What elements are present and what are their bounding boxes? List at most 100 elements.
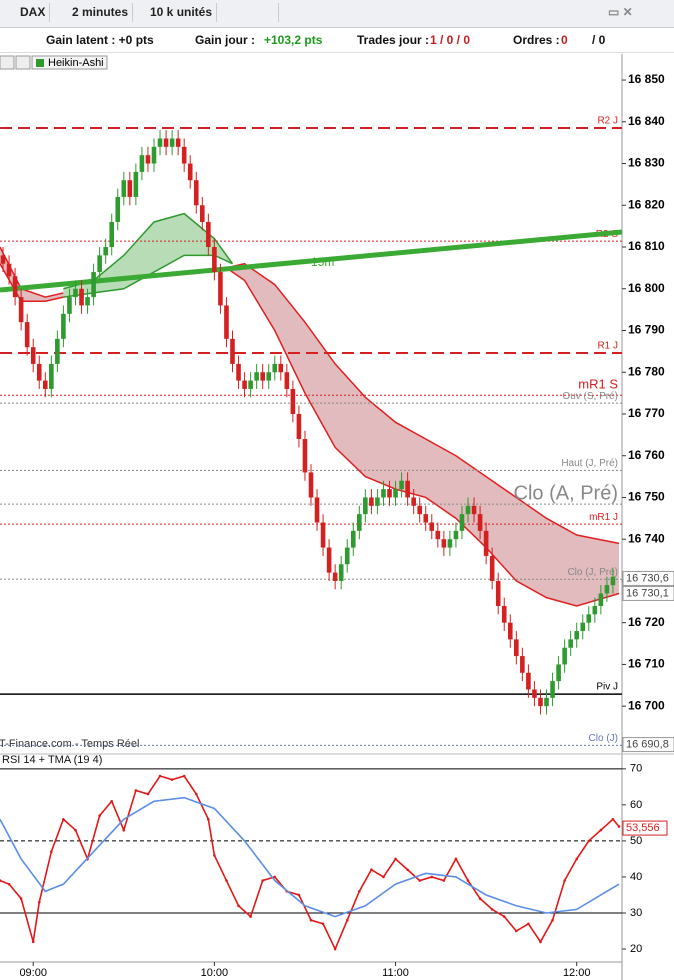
candle-body <box>145 155 151 164</box>
y-tick-label: 60 <box>630 799 642 811</box>
y-tick-label: 16 850 <box>628 72 665 86</box>
candle-body <box>514 639 519 657</box>
candle-body <box>501 605 507 623</box>
candle-body <box>36 363 42 381</box>
x-tick-label: 12:00 <box>563 967 591 979</box>
candle-body <box>338 564 344 581</box>
candle-body <box>91 272 96 298</box>
candle-body <box>103 247 108 256</box>
series-label: 15m <box>311 255 334 269</box>
candle-body <box>296 413 302 440</box>
y-tick-label: 16 790 <box>628 323 665 337</box>
rsi-point <box>599 828 603 832</box>
source: IT-Finance.com - Temps Réel <box>0 738 139 750</box>
candle-body <box>278 363 284 373</box>
candle-body <box>363 497 368 515</box>
rsi-point <box>382 875 385 879</box>
candle-body <box>592 605 598 615</box>
candle-body <box>520 656 525 673</box>
band-fill <box>63 213 233 298</box>
candle-body <box>465 505 471 515</box>
candle-body <box>538 697 543 707</box>
candle-body <box>151 146 157 164</box>
rsi-point <box>454 857 458 861</box>
candle-body <box>344 547 350 565</box>
candle-body <box>453 530 459 540</box>
y-tick-label: 16 740 <box>628 531 665 545</box>
rsi-point <box>394 857 397 861</box>
candle-body <box>507 622 513 640</box>
rsi-point <box>587 839 591 843</box>
candle-body <box>314 497 320 523</box>
period-select[interactable]: 2 minutes <box>68 3 134 22</box>
candle-body <box>357 514 362 531</box>
level-label: R1 J <box>597 341 618 352</box>
y-tick-label: 16 770 <box>628 406 665 420</box>
rsi-point <box>575 857 579 861</box>
candle-body <box>381 489 386 498</box>
candle-body <box>175 138 181 147</box>
rsi-point <box>31 940 35 944</box>
sell-button[interactable] <box>0 55 15 70</box>
candle-body <box>109 221 115 248</box>
level-label: Clo (A, Pré) <box>514 482 618 504</box>
candle-body <box>526 672 531 690</box>
level-label: Clo (J, Pré) <box>567 567 618 578</box>
candle-body <box>193 180 199 206</box>
y-tick-label: 16 760 <box>628 448 665 462</box>
candle-body <box>67 297 72 314</box>
candle-body <box>459 514 465 531</box>
buy-button[interactable] <box>15 55 31 70</box>
candle-body <box>399 480 404 490</box>
candle-body <box>73 288 78 298</box>
candle-body <box>85 297 90 306</box>
candle-body <box>0 255 6 264</box>
candle-body <box>308 472 314 498</box>
rsi-point <box>98 814 101 817</box>
band-line <box>226 262 620 545</box>
level-label: mR1 J <box>589 512 618 523</box>
rsi-point <box>442 879 446 882</box>
candle-body <box>405 480 410 498</box>
rsi-line <box>0 775 620 951</box>
level-label: Haut (J, Pré) <box>561 458 618 469</box>
rsi-point <box>370 868 373 872</box>
rsi-point <box>502 915 506 918</box>
candle-body <box>411 497 416 506</box>
rsi-point <box>213 854 216 857</box>
candle-body <box>181 146 187 164</box>
rsi-point <box>194 792 198 796</box>
candle-body <box>441 539 447 548</box>
candle-body <box>12 276 18 298</box>
x-tick-label: 11:00 <box>382 967 409 979</box>
indicator-button[interactable] <box>230 3 279 22</box>
instrument-select[interactable]: DAX <box>16 3 51 22</box>
y-tick-label: 16 700 <box>628 698 665 712</box>
rsi-point <box>158 774 162 778</box>
trades-value: 1 / 0 / 0 <box>430 33 471 47</box>
x-tick-label: 09:00 <box>19 967 47 979</box>
candle-body <box>18 297 24 323</box>
rsi-point <box>358 890 361 893</box>
value-tag-box <box>622 820 668 836</box>
candle-body <box>483 530 489 556</box>
rsi-point <box>466 879 470 882</box>
rsi-point <box>62 817 65 821</box>
rsi-point <box>50 850 53 854</box>
price-tag: 16 690,8 <box>626 738 669 750</box>
candle-body <box>254 372 259 381</box>
rsi-point <box>19 897 23 900</box>
price-tag: 16 730,1 <box>626 587 669 599</box>
level-label: Piv J <box>596 682 618 693</box>
chart-style-box[interactable] <box>31 55 108 70</box>
rsi-point <box>333 947 337 951</box>
band-fill <box>226 263 619 606</box>
candle-body <box>320 522 326 548</box>
window-buttons[interactable]: ▭ ✕ <box>608 5 633 19</box>
size-select[interactable]: 10 k unités <box>146 3 218 22</box>
candle-body <box>332 572 338 581</box>
rsi-point <box>539 940 542 944</box>
candle-body <box>55 338 60 364</box>
candle-body <box>115 196 121 222</box>
